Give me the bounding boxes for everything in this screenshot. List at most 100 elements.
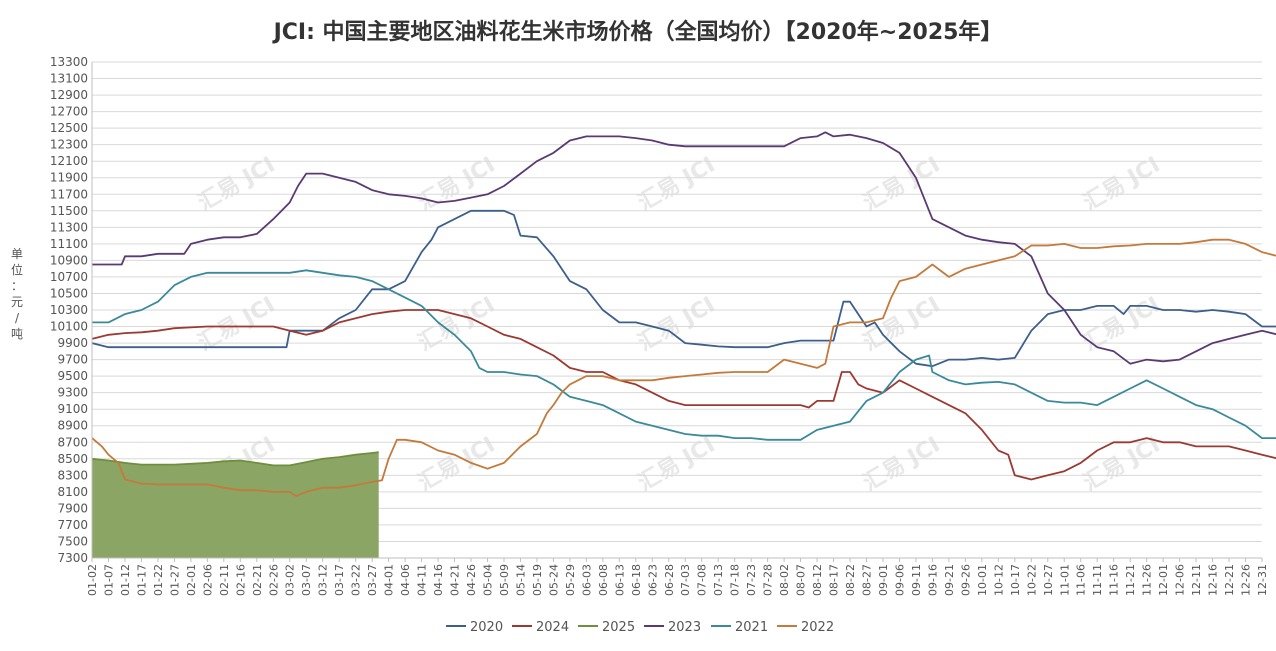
x-tick-label: 03-27 bbox=[366, 564, 379, 596]
x-tick-label: 09-26 bbox=[959, 564, 972, 596]
x-tick-label: 10-12 bbox=[992, 564, 1005, 596]
x-tick-label: 09-01 bbox=[877, 564, 890, 596]
watermark-text: 汇易 JCI bbox=[1079, 152, 1164, 216]
x-tick-label: 02-26 bbox=[267, 564, 280, 596]
x-tick-label: 10-27 bbox=[1042, 564, 1055, 596]
x-tick-label: 02-16 bbox=[234, 564, 247, 596]
chart-title: JCI: 中国主要地区油料花生米市场价格（全国均价）【2020年~2025年】 bbox=[273, 20, 1003, 45]
y-tick-label: 7300 bbox=[57, 551, 88, 565]
watermark-text: 汇易 JCI bbox=[634, 152, 719, 216]
x-tick-label: 11-11 bbox=[1091, 564, 1104, 596]
x-tick-label: 01-02 bbox=[86, 564, 99, 596]
x-tick-label: 02-06 bbox=[201, 564, 214, 596]
x-tick-label: 05-29 bbox=[564, 564, 577, 596]
x-tick-label: 12-11 bbox=[1190, 564, 1203, 596]
x-tick-label: 07-08 bbox=[696, 564, 709, 596]
x-tick-label: 06-03 bbox=[580, 564, 593, 596]
x-tick-label: 06-23 bbox=[646, 564, 659, 596]
y-tick-label: 9300 bbox=[57, 386, 88, 400]
watermark-text: 汇易 JCI bbox=[414, 152, 499, 216]
y-tick-label: 12500 bbox=[50, 121, 88, 135]
x-tick-label: 11-21 bbox=[1124, 564, 1137, 596]
x-tick-label: 03-17 bbox=[333, 564, 346, 596]
x-tick-label: 06-13 bbox=[613, 564, 626, 596]
x-tick-label: 05-09 bbox=[498, 564, 511, 596]
y-tick-label: 11500 bbox=[50, 204, 88, 218]
x-tick-label: 07-28 bbox=[762, 564, 775, 596]
x-tick-label: 01-27 bbox=[168, 564, 181, 596]
x-tick-label: 11-06 bbox=[1075, 564, 1088, 596]
x-tick-label: 11-16 bbox=[1108, 564, 1121, 596]
x-tick-label: 08-07 bbox=[795, 564, 808, 596]
x-tick-label: 05-04 bbox=[481, 564, 494, 596]
x-tick-label: 01-22 bbox=[152, 564, 165, 596]
x-tick-label: 04-21 bbox=[449, 564, 462, 596]
y-label-char: 元 bbox=[11, 295, 23, 309]
watermark-layer: 汇易 JCI 汇易 JCI 汇易 JCI 汇易 JCI 汇易 JCI 汇易 JCI 汇易 J… bbox=[194, 152, 1164, 496]
y-tick-label: 7700 bbox=[57, 518, 88, 532]
x-tick-label: 09-16 bbox=[926, 564, 939, 596]
y-tick-label: 10300 bbox=[50, 303, 88, 317]
legend-label-2022: 2022 bbox=[801, 620, 834, 635]
x-tick-label: 09-21 bbox=[943, 564, 956, 596]
x-tick-label: 11-26 bbox=[1141, 564, 1154, 596]
y-tick-label: 11100 bbox=[50, 237, 88, 251]
x-tick-label: 05-14 bbox=[514, 564, 527, 596]
y-tick-label: 8500 bbox=[57, 452, 88, 466]
y-tick-label: 7500 bbox=[57, 534, 88, 548]
x-tick-label: 06-08 bbox=[597, 564, 610, 596]
x-tick-label: 01-07 bbox=[102, 564, 115, 596]
y-label-char: / bbox=[15, 311, 20, 325]
y-tick-label: 9500 bbox=[57, 369, 88, 383]
y-tick-label: 8700 bbox=[57, 435, 88, 449]
series-2021-line bbox=[92, 269, 1276, 441]
x-tick-label: 10-22 bbox=[1025, 564, 1038, 596]
x-tick-label: 08-02 bbox=[778, 564, 791, 596]
x-tick-label: 08-22 bbox=[844, 564, 857, 596]
series-2023-line bbox=[92, 131, 1276, 365]
y-label-char: 单 bbox=[11, 247, 23, 261]
y-tick-label: 11900 bbox=[50, 171, 88, 185]
x-tick-label: 04-11 bbox=[416, 564, 429, 596]
legend-label-2025: 2025 bbox=[602, 620, 635, 635]
y-tick-label: 13300 bbox=[50, 55, 88, 69]
y-tick-label: 10100 bbox=[50, 320, 88, 334]
y-tick-label: 11700 bbox=[50, 187, 88, 201]
y-tick-label: 11300 bbox=[50, 220, 88, 234]
x-tick-label: 08-12 bbox=[811, 564, 824, 596]
legend-label-2020: 2020 bbox=[470, 620, 503, 635]
x-tick-label: 02-11 bbox=[218, 564, 231, 596]
x-tick-label: 03-02 bbox=[284, 564, 297, 596]
y-axis-ticks: 7300 7500 7700 7900 8100 8300 8500 8700 8900 9100… bbox=[50, 55, 88, 565]
y-label-char: 位 bbox=[11, 262, 23, 277]
x-tick-label: 09-06 bbox=[893, 564, 906, 596]
y-label-char: 吨 bbox=[11, 327, 23, 341]
x-tick-label: 04-26 bbox=[465, 564, 478, 596]
x-tick-label: 03-22 bbox=[350, 564, 363, 596]
x-tick-label: 03-12 bbox=[317, 564, 330, 596]
y-label-char: ： bbox=[11, 279, 23, 293]
series-layer bbox=[91, 131, 1276, 558]
y-tick-label: 10700 bbox=[50, 270, 88, 284]
x-axis-ticks: 01-02 01-07 01-12 01-17 01-22 01-27 02-01 02-06… bbox=[86, 558, 1269, 596]
y-tick-label: 7900 bbox=[57, 501, 88, 515]
x-tick-label: 07-23 bbox=[745, 564, 758, 596]
legend-label-2024: 2024 bbox=[536, 620, 569, 635]
x-tick-label: 04-06 bbox=[399, 564, 412, 596]
x-tick-label: 05-19 bbox=[531, 564, 544, 596]
x-tick-label: 10-01 bbox=[976, 564, 989, 596]
x-tick-label: 04-01 bbox=[383, 564, 396, 596]
x-tick-label: 05-24 bbox=[547, 564, 560, 596]
y-tick-label: 8300 bbox=[57, 468, 88, 482]
watermark-text: 汇易 JCI bbox=[194, 152, 279, 216]
y-tick-label: 9900 bbox=[57, 336, 88, 350]
x-tick-label: 02-01 bbox=[185, 564, 198, 596]
series-2022-line bbox=[91, 238, 1276, 497]
watermark-text: 汇易 JCI bbox=[414, 292, 499, 356]
x-tick-label: 08-27 bbox=[861, 564, 874, 596]
y-tick-label: 12700 bbox=[50, 105, 88, 119]
x-tick-label: 12-06 bbox=[1174, 564, 1187, 596]
y-tick-label: 12300 bbox=[50, 138, 88, 152]
y-tick-label: 12900 bbox=[50, 88, 88, 102]
y-tick-label: 10500 bbox=[50, 286, 88, 300]
